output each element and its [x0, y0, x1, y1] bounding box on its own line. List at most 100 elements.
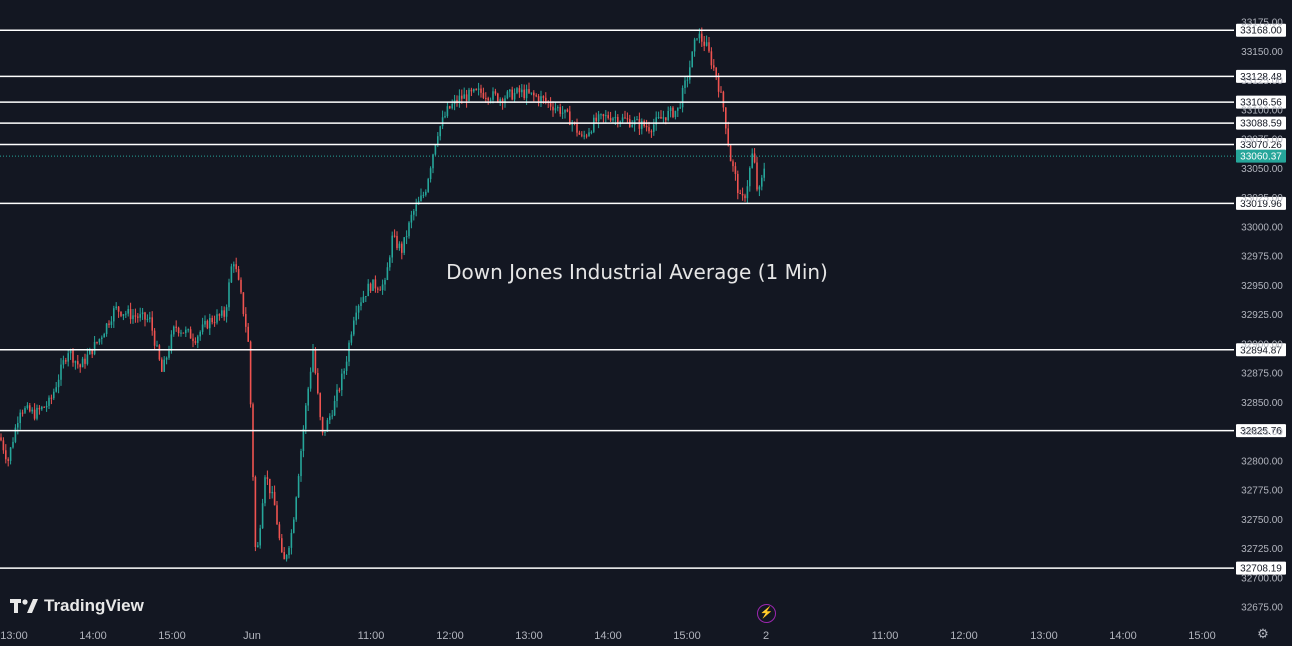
- candle-body: [326, 420, 329, 432]
- candle-body: [473, 89, 475, 92]
- candle-body: [14, 427, 17, 442]
- level-label-box: [1236, 23, 1286, 37]
- candle-body: [225, 307, 228, 317]
- candle-body: [165, 357, 168, 360]
- candle-body: [103, 333, 105, 338]
- candle-body: [127, 309, 129, 314]
- candle-body: [81, 358, 84, 368]
- candle-body: [396, 236, 398, 249]
- candle-body: [129, 309, 132, 320]
- candle-body: [410, 214, 413, 223]
- candle-body: [429, 168, 432, 180]
- candle-body: [329, 416, 331, 421]
- candle-body: [319, 393, 321, 418]
- candle-body: [137, 316, 139, 318]
- candle-body: [756, 162, 758, 190]
- candle-body: [737, 173, 739, 193]
- candle-body: [367, 283, 369, 297]
- candle-body: [91, 348, 93, 355]
- candle-body: [134, 315, 137, 317]
- y-tick-label: 32700.00: [1241, 573, 1283, 584]
- level-label-box: [1236, 196, 1286, 210]
- candle-body: [722, 91, 725, 108]
- candle-body: [391, 235, 393, 258]
- candle-body: [21, 412, 24, 414]
- level-label: 33070.26: [1240, 140, 1282, 151]
- candle-body: [235, 264, 237, 270]
- y-tick-label: 32775.00: [1241, 486, 1283, 497]
- candle-body: [177, 327, 180, 334]
- y-tick-label: 33025.00: [1241, 193, 1283, 204]
- candle-body: [125, 313, 127, 315]
- last-price-box: [1236, 149, 1286, 163]
- candle-body: [523, 89, 525, 99]
- candle-body: [497, 93, 499, 102]
- candle-body: [638, 119, 641, 129]
- candle-body: [480, 88, 482, 93]
- price-axis[interactable]: 33175.00 33150.00 33125.00 33100.00 33075.00…: [1241, 18, 1283, 614]
- candle-body: [427, 179, 429, 192]
- candle-body: [302, 428, 305, 451]
- candle-body: [285, 554, 288, 560]
- candle-body: [612, 118, 614, 121]
- candle-body: [590, 131, 593, 133]
- candle-body: [456, 99, 458, 103]
- time-axis[interactable]: 13:00 14:00 15:00 Jun 11:00 12:00 13:00 14:00 15…: [0, 630, 1216, 642]
- candle-body: [146, 318, 149, 320]
- candle-body: [446, 106, 449, 117]
- candle-body: [624, 117, 626, 119]
- level-label-box: [1236, 69, 1286, 83]
- candle-body: [561, 112, 564, 114]
- candle-body: [2, 440, 5, 451]
- candle-body: [132, 315, 134, 320]
- level-label-box: [1236, 138, 1286, 152]
- candle-body: [470, 89, 473, 92]
- candle-body: [463, 94, 465, 99]
- candle-body: [405, 236, 408, 238]
- candle-body: [739, 192, 741, 194]
- level-label: 32708.19: [1240, 564, 1282, 575]
- candle-body: [657, 117, 660, 119]
- candle-body: [369, 283, 372, 291]
- candle-body: [261, 503, 264, 529]
- candle-body: [552, 106, 554, 111]
- candle-body: [413, 211, 415, 215]
- candle-body: [669, 107, 672, 112]
- candle-body: [223, 310, 225, 317]
- level-label: 32894.87: [1240, 345, 1282, 356]
- tradingview-logo[interactable]: TradingView: [10, 596, 144, 616]
- candle-body: [276, 505, 278, 525]
- candle-body: [273, 491, 276, 506]
- candle-body: [415, 204, 417, 212]
- candle-body: [309, 371, 312, 389]
- x-tick-label: 14:00: [594, 630, 622, 642]
- candle-body: [374, 279, 377, 289]
- lightning-bolt-icon[interactable]: ⚡: [757, 604, 776, 623]
- candle-body: [458, 95, 461, 103]
- candle-body: [360, 302, 362, 306]
- candle-body: [674, 110, 677, 118]
- candle-body: [451, 104, 453, 109]
- x-tick-label: 12:00: [950, 630, 978, 642]
- candle-body: [732, 161, 734, 167]
- candle-body: [434, 144, 437, 155]
- candle-body: [384, 279, 386, 285]
- candle-body: [163, 359, 165, 372]
- candle-body: [605, 115, 607, 117]
- candle-body: [693, 39, 696, 52]
- candle-body: [321, 417, 324, 433]
- candle-body: [151, 317, 153, 331]
- candle-body: [194, 341, 197, 343]
- candle-body: [717, 77, 720, 92]
- candle-body: [199, 331, 201, 337]
- candle-body: [98, 338, 101, 343]
- candle-body: [89, 348, 91, 355]
- candle-body: [401, 243, 403, 253]
- x-tick-label: 11:00: [358, 630, 385, 642]
- candle-body: [549, 102, 552, 107]
- candle-body: [686, 79, 689, 81]
- candle-body: [578, 132, 581, 135]
- gear-icon[interactable]: ⚙: [1257, 626, 1269, 641]
